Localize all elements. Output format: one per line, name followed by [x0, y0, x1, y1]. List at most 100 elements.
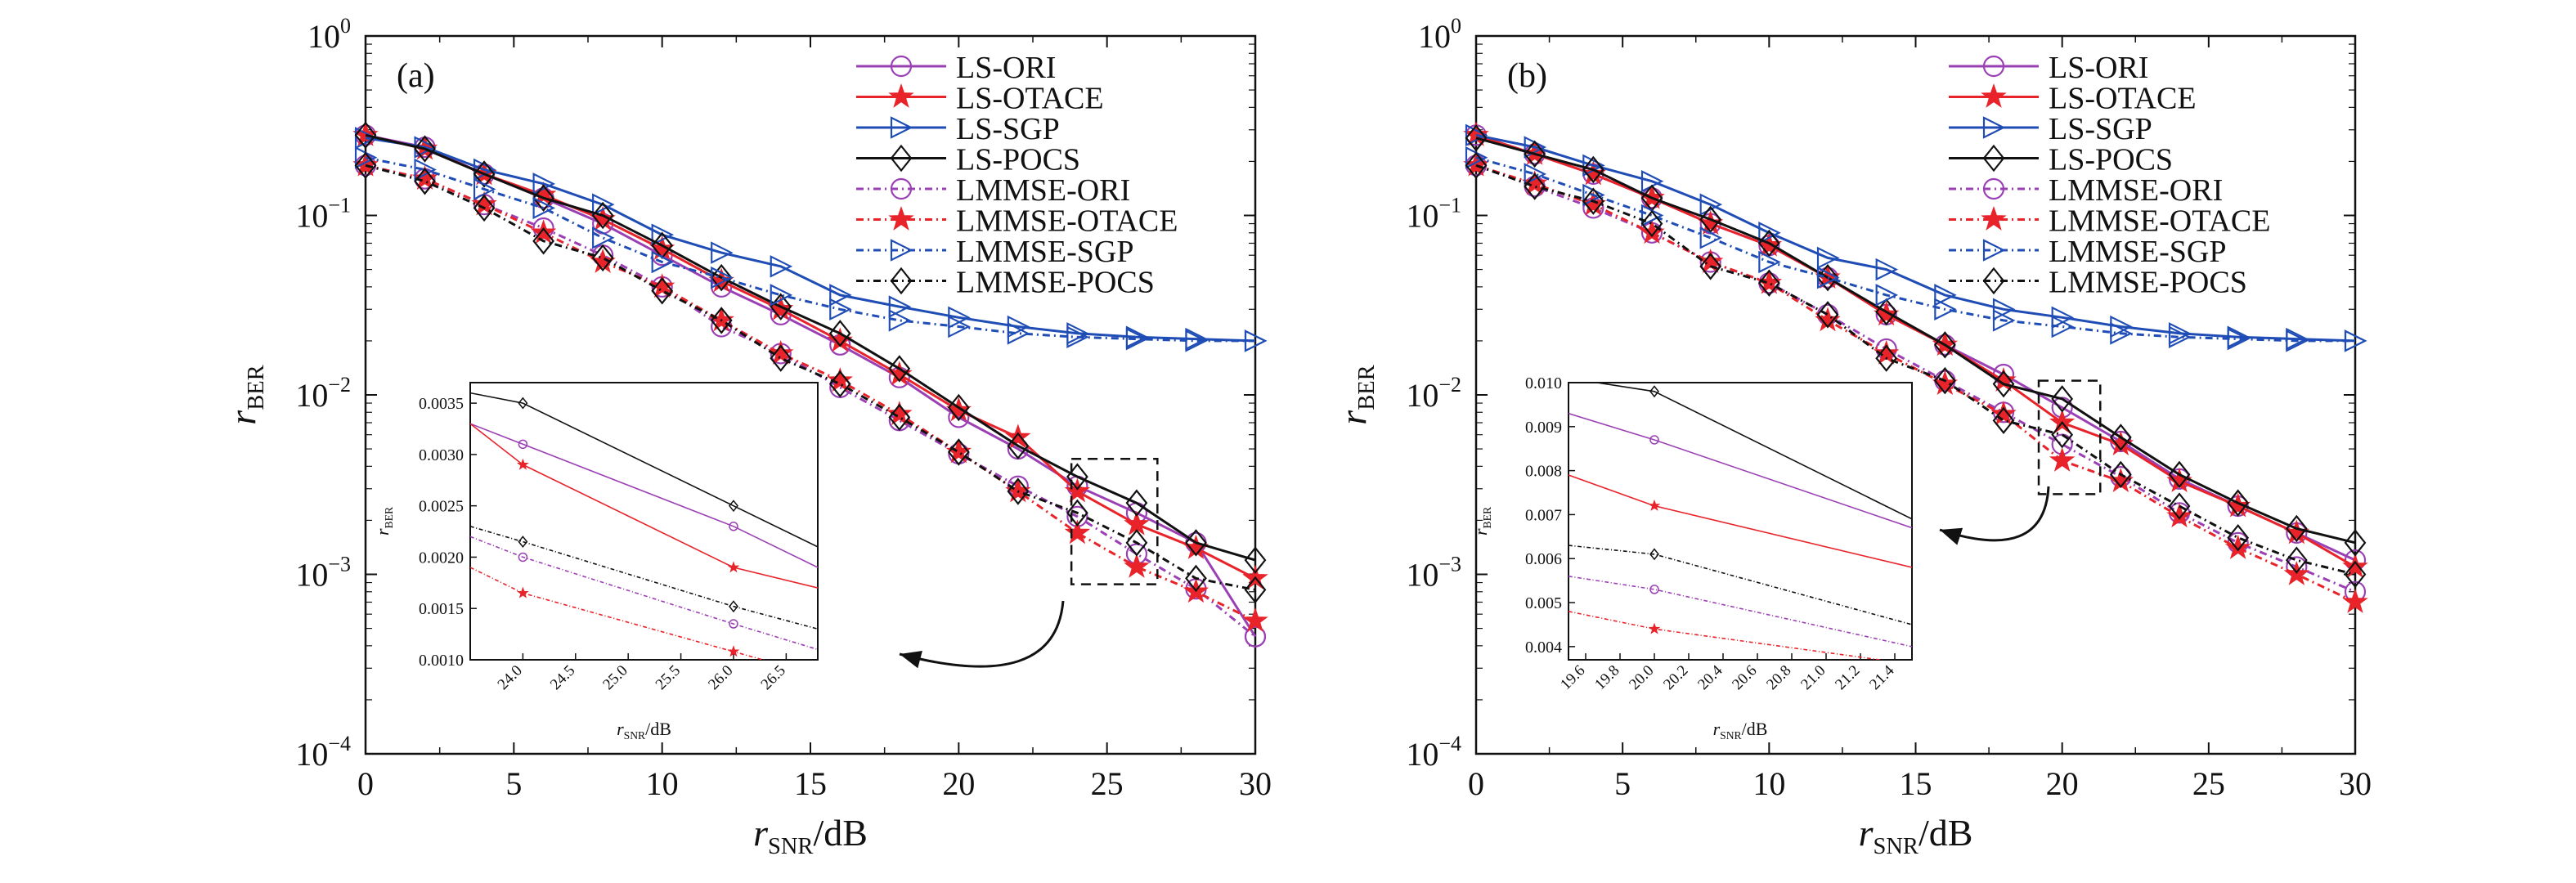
legend-label: LMMSE-POCS — [956, 266, 1155, 300]
data-point — [2227, 489, 2250, 517]
legend-label: LS-SGP — [956, 112, 1060, 146]
data-point — [770, 255, 793, 278]
inset-series-line — [1592, 383, 1912, 520]
x-axis-label: rSNR/dB — [753, 812, 868, 859]
data-point — [1185, 529, 1207, 557]
data-point — [411, 165, 438, 190]
inset-y-tick-label: 0.0035 — [419, 395, 464, 413]
series-lmmse-otace — [352, 151, 1268, 632]
inset-y-tick-label: 0.004 — [1525, 639, 1562, 657]
inset-x-axis-label-main: r — [617, 719, 624, 739]
data-point — [1521, 170, 1548, 195]
inset-plot-area — [1568, 383, 1912, 660]
inset-x-tick-label: 19.8 — [1591, 662, 1622, 693]
inset-data-point — [729, 500, 738, 513]
inset-series-lmmse-otace — [1568, 611, 1885, 660]
legend-marker — [1982, 116, 2006, 139]
data-point — [591, 201, 614, 230]
y-tick-label: 10−3 — [1406, 553, 1461, 594]
inset-data-point — [1649, 585, 1659, 594]
y-axis-label: rBER — [1332, 365, 1380, 424]
inset-data-point — [729, 619, 738, 629]
series-ls-sgp — [354, 127, 1268, 352]
data-point — [1244, 576, 1267, 604]
inset-y-axis-label-main: r — [1470, 528, 1491, 536]
data-point — [1934, 284, 1957, 307]
inset-chart: 24.0 24.5 25.0 25.5 26.0 26.5 0.0035 0.0030 0.00… — [372, 382, 819, 742]
x-tick-label: 5 — [505, 765, 522, 802]
y-tick-base: 10 — [295, 736, 328, 773]
y-axis-label-sub: BER — [244, 365, 269, 410]
data-point — [1934, 298, 1957, 321]
data-point — [710, 263, 733, 292]
data-point — [1007, 322, 1030, 345]
data-point — [532, 227, 554, 255]
legend-label: LS-POCS — [2049, 143, 2173, 177]
data-point — [1992, 406, 2015, 435]
y-tick-exp: 0 — [340, 14, 351, 38]
inset-x-tick-label: 19.6 — [1557, 662, 1588, 693]
legend-marker — [890, 239, 913, 262]
data-point — [530, 181, 557, 206]
inset-y-axis-label: rBER — [1470, 506, 1493, 536]
data-point — [2168, 325, 2192, 349]
panel-label: (b) — [1507, 57, 1547, 95]
inset-data-point — [518, 397, 528, 410]
data-point — [1933, 366, 1956, 395]
inset-y-tick-label: 0.0030 — [419, 446, 464, 464]
x-tick-label: 30 — [2339, 765, 2372, 802]
data-point — [532, 173, 556, 195]
inset-plot-area — [470, 392, 818, 660]
inset-series-ls-otace — [470, 423, 818, 589]
data-point — [1699, 193, 1723, 216]
legend-marker — [890, 144, 913, 173]
inset-x-tick-label: 21.0 — [1797, 662, 1829, 693]
y-axis-label-sub: BER — [1354, 365, 1380, 410]
data-point — [1125, 489, 1148, 517]
data-point — [2168, 460, 2191, 489]
inset-series-line — [1568, 576, 1912, 648]
inset-data-point — [729, 522, 738, 531]
inset-series-lmmse-ori — [1568, 576, 1912, 648]
y-tick-label: 10−1 — [295, 194, 351, 235]
legend-marker — [890, 267, 913, 295]
inset-series-line — [1568, 412, 1912, 529]
data-point — [648, 273, 675, 298]
y-tick-exp: −2 — [1438, 373, 1461, 397]
data-point — [354, 121, 377, 150]
data-point — [1816, 246, 1840, 270]
series-lmmse-pocs — [1465, 151, 2367, 589]
inset-data-point — [1649, 385, 1659, 398]
x-tick-label: 25 — [2192, 765, 2225, 802]
legend-label: LS-ORI — [2049, 51, 2148, 85]
data-point — [768, 339, 794, 365]
series-ls-pocs — [1465, 124, 2367, 557]
data-point — [1875, 258, 1899, 281]
data-point — [1066, 499, 1088, 527]
legend-label: LS-OTACE — [956, 82, 1104, 116]
x-tick-label: 10 — [1752, 765, 1785, 802]
legend-marker — [1982, 177, 2005, 200]
x-axis-label-main: r — [753, 812, 769, 854]
inset-y-axis-label-main: r — [372, 528, 393, 536]
data-point — [2344, 529, 2367, 557]
inset-data-point — [727, 561, 740, 573]
data-point — [1244, 625, 1267, 648]
inset-data-point — [1649, 435, 1659, 445]
inset-y-axis-label-sub: BER — [383, 506, 395, 528]
data-point — [1582, 187, 1604, 215]
series-line — [1475, 133, 2356, 343]
inset-x-tick-label: 21.4 — [1866, 661, 1898, 693]
data-point — [1640, 209, 1663, 238]
data-point — [1185, 329, 1208, 352]
y-tick-label: 10−2 — [295, 373, 351, 414]
data-point — [770, 284, 793, 307]
data-point — [414, 158, 437, 182]
inset-y-tick-label: 0.0020 — [419, 549, 464, 567]
data-point — [2110, 322, 2133, 345]
x-axis-label-sub: SNR — [768, 834, 813, 859]
legend-label: LMMSE-SGP — [2049, 235, 2227, 269]
data-point — [1816, 263, 1839, 292]
inset-x-tick-label: 20.6 — [1729, 662, 1760, 693]
data-point — [827, 367, 853, 392]
